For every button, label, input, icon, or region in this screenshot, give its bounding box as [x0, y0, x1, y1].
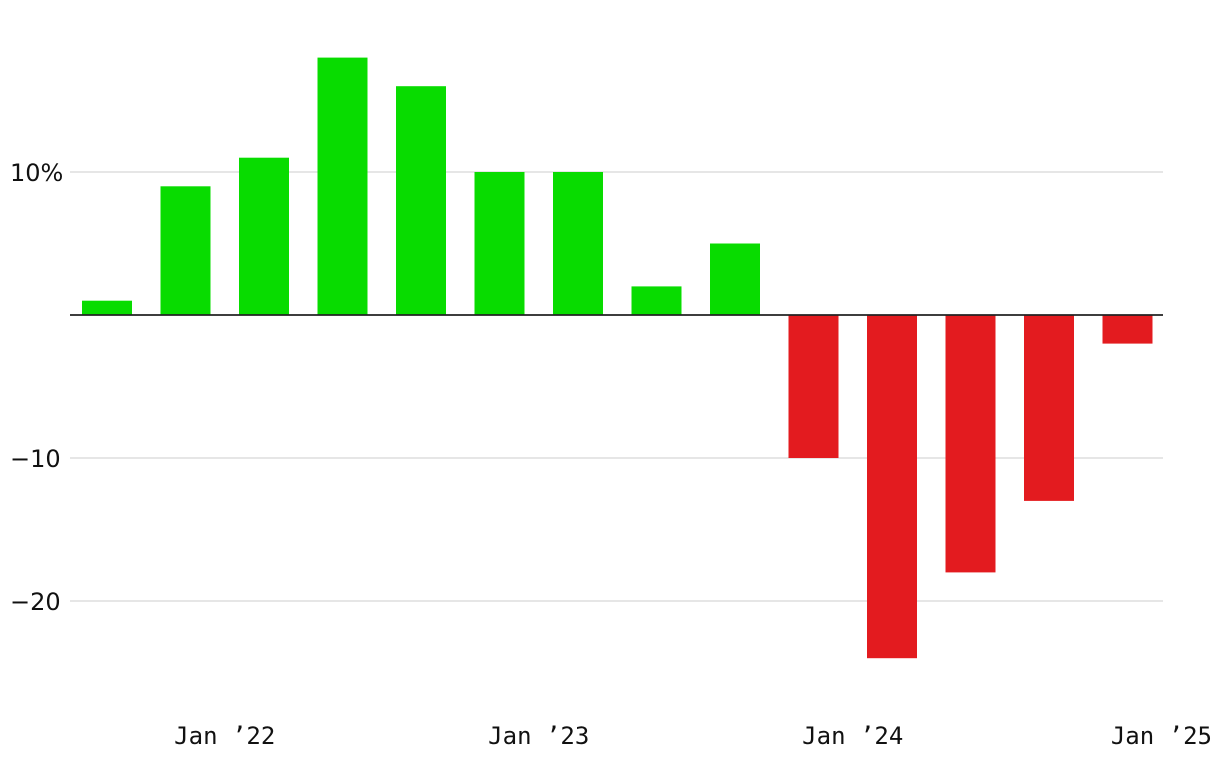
- bar-q3-2022: [396, 86, 446, 315]
- y-tick-label: −10: [10, 445, 61, 473]
- y-axis-labels: 10% −10 −20: [10, 159, 63, 616]
- bar-q4-2021: [160, 186, 211, 315]
- bar-q4-2022: [474, 172, 525, 315]
- bar-q2-2022: [317, 57, 368, 315]
- x-tick-label: Jan ’24: [802, 722, 903, 750]
- bar-q1-2023: [553, 172, 603, 315]
- bar-q3-2024: [1024, 315, 1074, 501]
- bar-q1-2022: [239, 157, 289, 315]
- x-tick-label: Jan ’23: [488, 722, 589, 750]
- bar-q3-2023: [710, 243, 760, 315]
- gridlines: [70, 171, 1163, 602]
- y-tick-label: 10%: [10, 159, 63, 187]
- y-tick-label: −20: [10, 588, 61, 616]
- bar-q2-2024: [945, 315, 996, 573]
- bar-q1-2024: [867, 315, 917, 659]
- bar-q3-2021: [82, 300, 132, 315]
- x-tick-label: Jan ’22: [174, 722, 275, 750]
- bar-q2-2023: [631, 286, 682, 315]
- bar-q4-2024: [1102, 315, 1153, 344]
- x-tick-label: Jan ’25: [1111, 722, 1212, 750]
- x-axis-labels: Jan ’22 Jan ’23 Jan ’24 Jan ’25: [174, 722, 1212, 750]
- bar-q4-2023: [788, 315, 839, 458]
- bars: [82, 57, 1153, 659]
